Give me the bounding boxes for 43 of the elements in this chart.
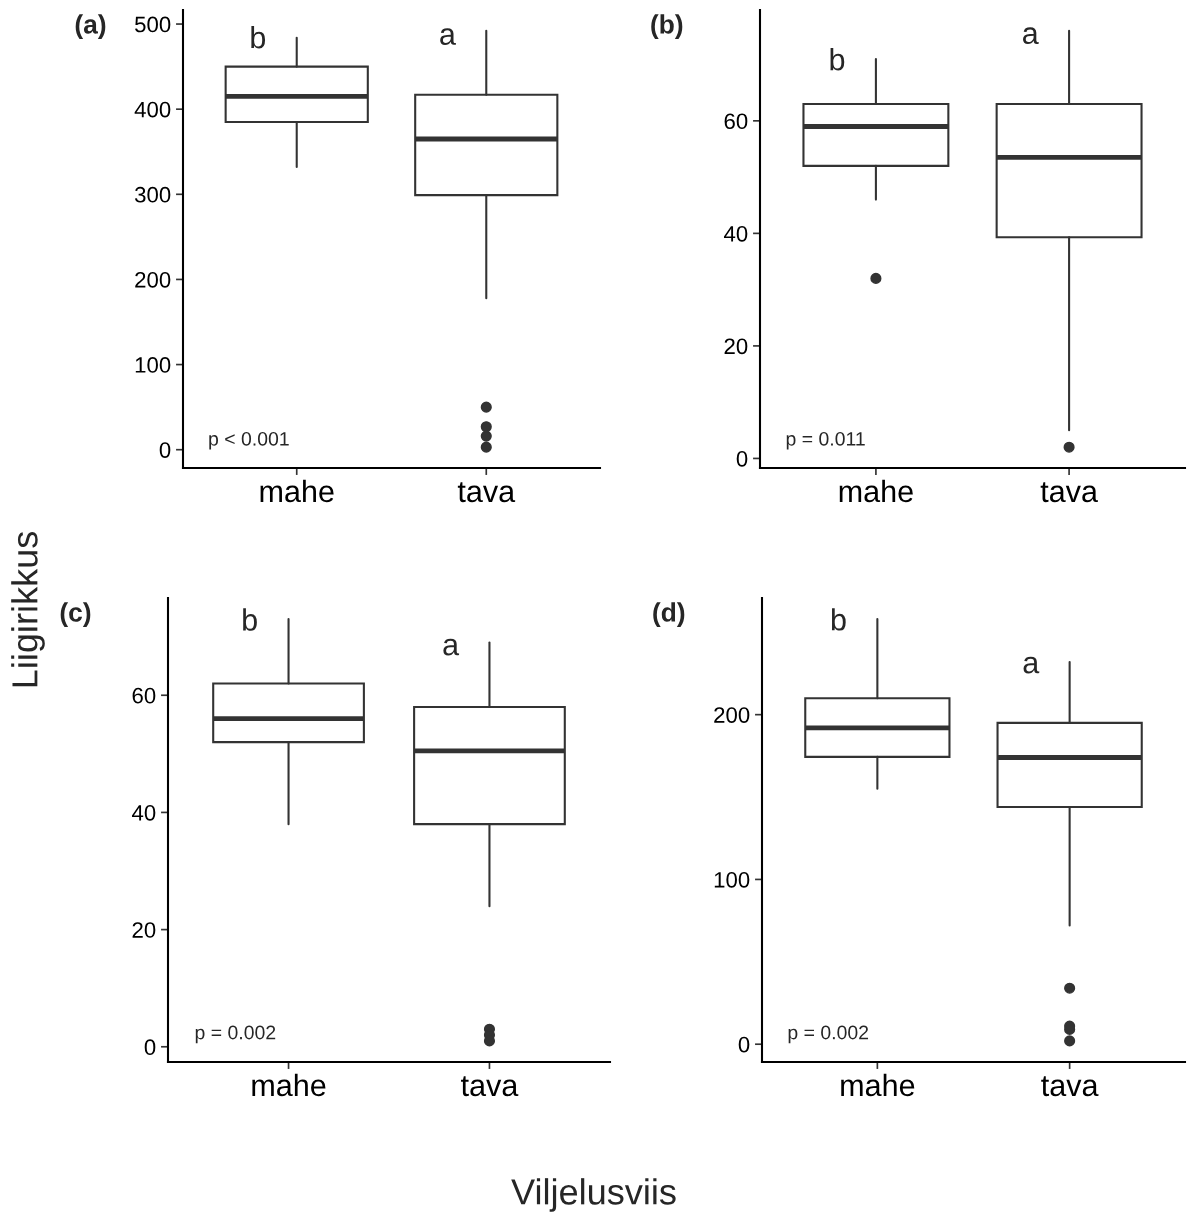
y-tick-label: 200 [135, 271, 171, 288]
annotation: b [831, 608, 846, 631]
annotation: p = 0.002 [788, 1025, 869, 1044]
annotation: b [830, 48, 845, 71]
annotation: a [440, 28, 456, 46]
y-tick-label: 0 [159, 442, 171, 458]
y-tick-label: 40 [131, 804, 156, 821]
annotation: p < 0.001 [209, 431, 289, 450]
y-axis-title: Liigirikkus [11, 532, 45, 687]
x-tick-label: mahe [260, 479, 334, 503]
y-tick-label: 0 [738, 1036, 750, 1053]
y-tick-label: 60 [132, 687, 156, 704]
annotation: b [251, 25, 266, 49]
y-tick-label: 0 [144, 1039, 156, 1056]
y-tick-label: 20 [724, 338, 748, 355]
annotation: a [1023, 27, 1039, 45]
annotation: p = 0.011 [786, 431, 865, 450]
chart-title: (a) [75, 14, 106, 39]
y-tick-label: 100 [714, 871, 750, 888]
x-tick-label: tava [1040, 482, 1098, 503]
annotation: a [1023, 656, 1040, 674]
y-tick-label: 400 [134, 101, 171, 118]
y-tick-label: 20 [132, 922, 156, 938]
y-tick-label: 0 [736, 450, 748, 467]
y-tick-label: 500 [135, 16, 171, 33]
annotation: b [243, 608, 257, 631]
x-tick-label: mahe [841, 1073, 915, 1097]
x-tick-label: mahe [839, 479, 913, 503]
chart-title: (b) [651, 14, 683, 39]
y-tick-label: 300 [134, 186, 171, 203]
annotation: a [443, 638, 460, 656]
x-tick-label: tava [1041, 1076, 1099, 1097]
x-tick-label: mahe [252, 1073, 326, 1097]
y-tick-label: 60 [724, 113, 748, 130]
y-tick-label: 200 [714, 707, 750, 723]
x-tick-label: tava [461, 1076, 519, 1097]
annotation: p = 0.002 [195, 1025, 276, 1044]
x-axis-title: Viljelusviis [511, 1178, 676, 1212]
chart-title: (d) [653, 602, 685, 627]
x-tick-label: tava [457, 482, 516, 503]
y-tick-label: 40 [723, 225, 748, 242]
y-tick-label: 100 [135, 357, 171, 373]
chart-title: (c) [60, 602, 91, 627]
